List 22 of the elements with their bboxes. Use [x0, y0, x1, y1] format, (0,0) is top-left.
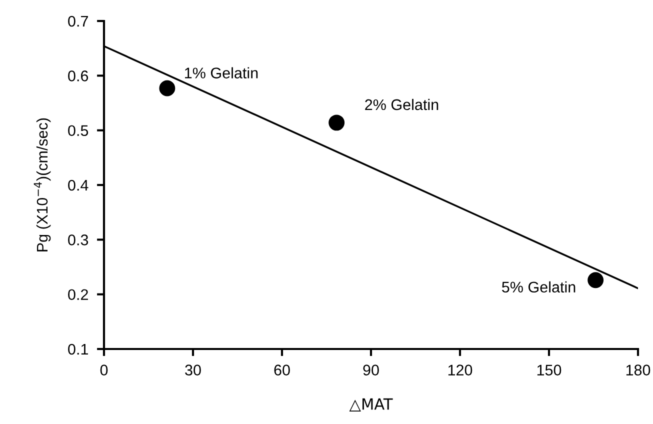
y-tick-label: 0.1 — [68, 344, 88, 355]
x-tick-label: 0 — [100, 364, 108, 376]
point — [588, 272, 604, 288]
annotation: 1% Gelatin — [185, 67, 258, 78]
y-tick-label: 0.4 — [68, 180, 88, 191]
x-axis-title: △MAT — [349, 398, 393, 412]
annotation: 5% Gelatin — [502, 281, 576, 293]
annotation: 2% Gelatin — [365, 98, 438, 110]
y-axis-title: Pg (X10$^{−4}$)(cm/sec) — [34, 118, 51, 252]
x-tick-label: 30 — [185, 364, 201, 376]
x-tick-label: 90 — [363, 364, 379, 376]
y-tick-label: 0.5 — [68, 125, 88, 136]
x-tick-label: 60 — [274, 364, 290, 376]
point — [159, 80, 176, 96]
y-tick-label: 0.3 — [68, 234, 88, 246]
x-tick-label: 120 — [448, 364, 472, 376]
y-tick-label: 0.6 — [68, 70, 88, 82]
y-tick-label: 0.7 — [68, 16, 88, 27]
x-tick-label: 180 — [626, 364, 650, 376]
point — [328, 114, 345, 131]
x-tick-label: 150 — [537, 364, 562, 376]
y-tick-label: 0.2 — [68, 289, 88, 300]
